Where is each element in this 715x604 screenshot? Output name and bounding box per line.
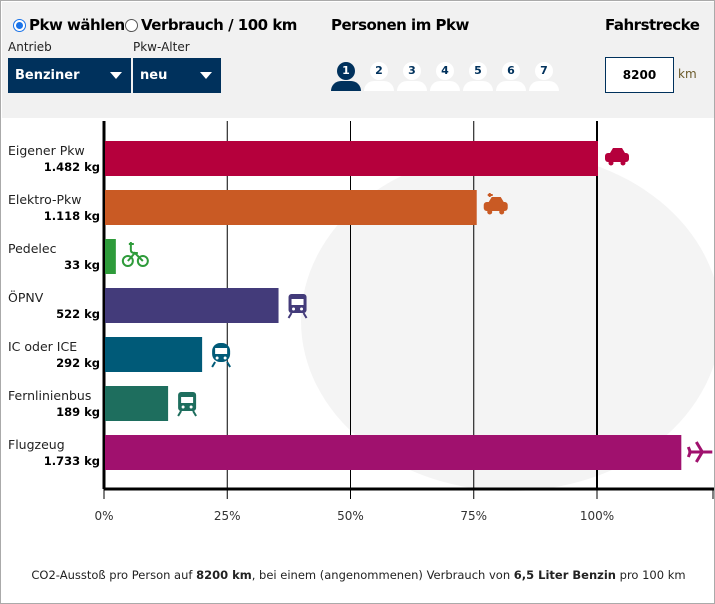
- person-number: 7: [535, 62, 553, 80]
- person-icon: [463, 81, 493, 91]
- footnote-distance: 8200 km: [196, 568, 252, 582]
- x-tick-label: 1: [713, 509, 715, 523]
- alter-value: neu: [140, 68, 168, 83]
- category-label: Pedelec: [8, 241, 57, 256]
- footnote: CO2-Ausstoß pro Person auf 8200 km, bei …: [1, 568, 714, 582]
- category-label: Elektro-Pkw: [8, 192, 82, 207]
- bar-6: [105, 435, 682, 470]
- antrieb-label: Antrieb: [8, 40, 52, 54]
- value-label: 1.118 kg: [43, 209, 100, 223]
- category-label: IC oder ICE: [8, 339, 78, 354]
- x-tick-label: 0%: [94, 509, 113, 523]
- antrieb-value: Benziner: [15, 68, 80, 83]
- person-option-5[interactable]: 5: [463, 62, 493, 92]
- alter-label: Pkw-Alter: [133, 40, 190, 54]
- train-icon: [211, 343, 231, 368]
- x-tick-label: 75%: [460, 509, 487, 523]
- category-label: ÖPNV: [8, 290, 44, 305]
- value-label: 189 kg: [56, 405, 100, 419]
- person-icon: [397, 81, 427, 91]
- car-icon: [605, 148, 629, 166]
- person-option-4[interactable]: 4: [430, 62, 460, 92]
- bus-icon: [177, 392, 197, 417]
- x-tick-label: 25%: [214, 509, 241, 523]
- person-icon: [331, 81, 361, 91]
- radio-pkw-label[interactable]: Pkw wählen: [29, 16, 125, 34]
- value-label: 522 kg: [56, 307, 100, 321]
- person-number: 3: [403, 62, 421, 80]
- distance-unit: km: [678, 67, 697, 81]
- category-label: Flugzeug: [8, 437, 65, 452]
- value-label: 33 kg: [64, 258, 100, 272]
- person-option-2[interactable]: 2: [364, 62, 394, 92]
- person-icon: [529, 81, 559, 91]
- radio-pkw[interactable]: [13, 19, 26, 32]
- bar-chart: 0% 25% 50% 75% 100% 1: [94, 121, 715, 523]
- radio-verbrauch-label[interactable]: Verbrauch / 100 km: [141, 16, 297, 34]
- bar-2: [105, 239, 116, 274]
- bar-0: [105, 141, 598, 176]
- bar-3: [105, 288, 279, 323]
- antrieb-select[interactable]: Benziner: [8, 58, 131, 93]
- metro-icon: [287, 294, 308, 319]
- distance-input[interactable]: [605, 57, 674, 93]
- person-icon: [496, 81, 526, 91]
- alter-select[interactable]: neu: [133, 58, 221, 93]
- distance-title: Fahrstrecke: [605, 16, 700, 34]
- category-label: Eigener Pkw: [8, 143, 85, 158]
- bar-5: [105, 386, 169, 421]
- footnote-consumption: 6,5 Liter Benzin: [513, 568, 616, 582]
- value-label: 1.733 kg: [43, 454, 100, 468]
- x-tick-label: 50%: [337, 509, 364, 523]
- chevron-down-icon: [200, 72, 212, 79]
- person-number: 5: [469, 62, 487, 80]
- footnote-text: , bei einem (angenommenen) Verbrauch von: [251, 568, 514, 582]
- controls-panel: Pkw wählen Verbrauch / 100 km Antrieb Pk…: [2, 2, 714, 118]
- person-icon: [364, 81, 394, 91]
- person-option-6[interactable]: 6: [496, 62, 526, 92]
- bar-1: [105, 190, 477, 225]
- footnote-text: pro 100 km: [615, 568, 686, 582]
- category-label: Fernlinienbus: [8, 388, 92, 403]
- person-number: 2: [370, 62, 388, 80]
- chevron-down-icon: [110, 72, 122, 79]
- footnote-text: CO2-Ausstoß pro Person auf: [31, 568, 197, 582]
- person-number: 1: [337, 62, 355, 80]
- person-option-1[interactable]: 1: [331, 62, 361, 92]
- value-label: 1.482 kg: [43, 160, 100, 174]
- person-number: 6: [502, 62, 520, 80]
- persons-title: Personen im Pkw: [331, 16, 469, 34]
- person-icon: [430, 81, 460, 91]
- radio-verbrauch[interactable]: [125, 19, 138, 32]
- person-number: 4: [436, 62, 454, 80]
- person-option-7[interactable]: 7: [529, 62, 559, 92]
- bar-4: [105, 337, 203, 372]
- value-label: 292 kg: [56, 356, 100, 370]
- plane-icon: [686, 441, 713, 463]
- pedelec-icon: [121, 242, 149, 267]
- electric-car-icon: [483, 193, 508, 215]
- person-option-3[interactable]: 3: [397, 62, 427, 92]
- x-tick-label: 100%: [580, 509, 614, 523]
